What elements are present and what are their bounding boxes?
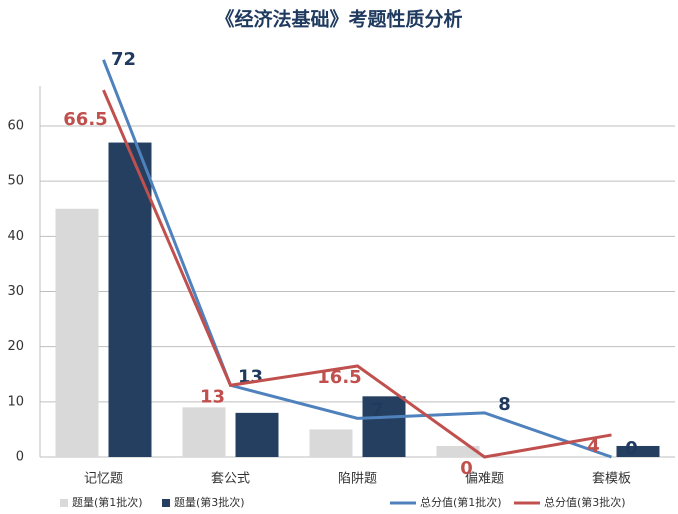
data-label: 0	[625, 438, 638, 459]
x-tick-label: 陷阱题	[338, 472, 377, 487]
data-label: 13	[200, 386, 225, 407]
x-tick-label: 套公式	[211, 471, 250, 487]
bar	[235, 412, 279, 457]
legend-swatch	[60, 499, 68, 507]
data-label: 16.5	[317, 367, 361, 388]
y-tick-label: 60	[7, 119, 24, 134]
data-label: 66.5	[63, 109, 107, 130]
y-tick-label: 0	[16, 450, 24, 465]
y-tick-label: 50	[7, 174, 24, 189]
legend-label: 题量(第1批次)	[72, 495, 143, 509]
legend-label: 总分值(第3批次)	[544, 495, 626, 509]
legend-swatch	[162, 499, 170, 507]
x-tick-label: 套模板	[592, 471, 631, 487]
y-tick-label: 30	[7, 284, 24, 299]
bar	[309, 429, 353, 457]
data-label: 8	[498, 394, 511, 415]
x-tick-label: 偏难题	[465, 472, 504, 487]
data-label: 0	[460, 458, 473, 479]
bar	[108, 142, 152, 458]
bar	[182, 407, 226, 457]
bar	[616, 445, 660, 457]
y-tick-label: 40	[7, 229, 24, 244]
bar	[436, 445, 480, 457]
legend-label: 题量(第3批次)	[174, 495, 245, 509]
y-tick-label: 20	[7, 339, 24, 354]
bar	[55, 208, 99, 457]
data-label: 72	[111, 49, 136, 70]
line-series	[102, 89, 612, 459]
legend-label: 总分值(第1批次)	[420, 495, 502, 509]
data-label: 4	[587, 436, 600, 457]
y-tick-label: 10	[7, 394, 24, 409]
line-series	[102, 59, 612, 459]
data-label: 7	[371, 399, 384, 420]
chart-title: 《经济法基础》考题性质分析	[215, 8, 462, 31]
x-tick-label: 记忆题	[84, 471, 123, 487]
bar	[362, 396, 406, 457]
